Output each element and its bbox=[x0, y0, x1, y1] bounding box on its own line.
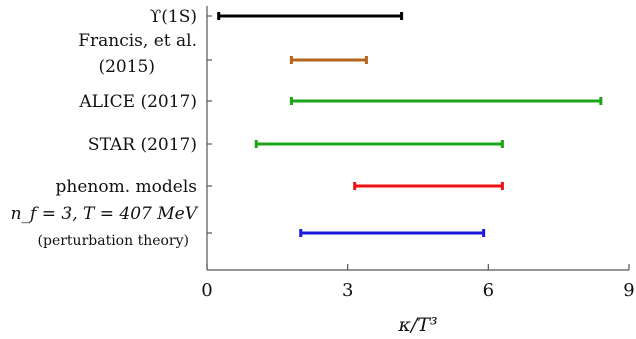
axes bbox=[206, 6, 629, 271]
interval-bar bbox=[353, 182, 504, 190]
x-tick-label: 3 bbox=[342, 280, 353, 301]
interval-bar bbox=[217, 12, 404, 20]
row-labels: ϒ(1S) Francis, et al. (2015) ALICE (2017) ST… bbox=[11, 7, 199, 249]
x-ticks: 0 3 6 9 bbox=[201, 264, 635, 301]
interval-bar bbox=[289, 56, 368, 64]
interval-bar bbox=[289, 97, 603, 105]
row-label: Francis, et al. bbox=[78, 31, 197, 51]
interval-bar bbox=[254, 140, 504, 148]
row-label: phenom. models bbox=[56, 177, 197, 197]
row-label: ALICE (2017) bbox=[78, 92, 197, 112]
x-tick-label: 9 bbox=[623, 280, 634, 301]
interval-bar bbox=[299, 229, 486, 237]
row-label: STAR (2017) bbox=[88, 135, 197, 155]
y-ticks bbox=[207, 15, 212, 234]
x-tick-label: 6 bbox=[483, 280, 494, 301]
row-label-line2: (perturbation theory) bbox=[38, 233, 189, 249]
row-label: ϒ(1S) bbox=[150, 7, 197, 27]
x-tick-label: 0 bbox=[201, 280, 212, 301]
x-axis-label: κ/T³ bbox=[397, 314, 437, 336]
interval-bars bbox=[217, 12, 603, 237]
row-label-line2: (2015) bbox=[98, 57, 155, 77]
row-label: n_f = 3, T = 407 MeV bbox=[11, 204, 199, 224]
